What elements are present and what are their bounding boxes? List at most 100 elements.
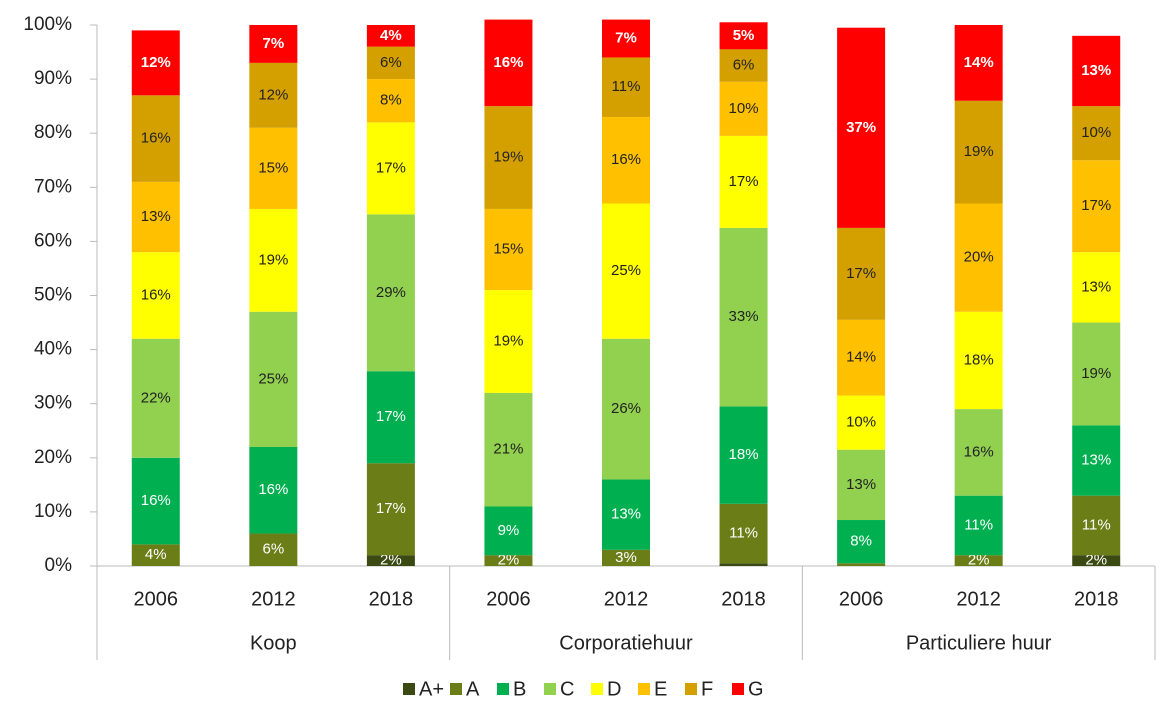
legend-label: D [607, 678, 621, 700]
bar-segment [602, 479, 650, 550]
legend-label: A+ [419, 678, 444, 700]
bar-segment [249, 25, 298, 63]
bar-segment [249, 446, 298, 534]
data-label: 14% [964, 54, 994, 71]
data-label: 16% [141, 492, 171, 509]
bar-segment [602, 116, 650, 204]
data-label: 12% [258, 86, 288, 103]
legend-swatch [544, 683, 556, 695]
bar-segment [719, 563, 768, 566]
bar-segment [131, 338, 180, 458]
bar-segment [954, 100, 1003, 204]
data-label: 10% [846, 414, 876, 431]
bar-segment [719, 406, 768, 504]
data-label: 16% [258, 481, 288, 498]
bar-segment [484, 106, 533, 209]
bar-segment [131, 544, 180, 566]
x-tick-label: 2006 [486, 588, 531, 610]
bar-segment [837, 520, 886, 564]
bar-segment [719, 49, 768, 82]
data-label: 14% [846, 349, 876, 366]
bar-segment [1072, 555, 1121, 566]
legend-swatch [638, 683, 650, 695]
data-label: 19% [1081, 365, 1111, 382]
legend-label: G [748, 678, 764, 700]
y-tick-label: 100% [23, 14, 72, 35]
data-label: 3% [615, 549, 637, 566]
bar-segment [954, 409, 1003, 496]
bar-segment [719, 22, 768, 50]
data-label: 11% [729, 525, 758, 542]
bar-segment [837, 319, 886, 396]
data-label: 16% [141, 286, 171, 303]
bar-segment [1072, 322, 1121, 426]
bar-segment [366, 555, 415, 566]
data-label: 22% [141, 389, 171, 406]
group-label: Koop [250, 632, 297, 654]
bar-segment [366, 214, 415, 372]
x-tick-label: 2012 [251, 588, 296, 610]
y-tick-label: 20% [34, 447, 72, 468]
group-label: Particuliere huur [906, 632, 1052, 654]
legend-label: E [654, 678, 667, 700]
data-label: 13% [1081, 451, 1111, 468]
bar-segment [837, 395, 886, 450]
bar-segment [484, 506, 533, 556]
data-label: 16% [141, 130, 171, 147]
bar-segment [1072, 35, 1121, 107]
data-label: 16% [611, 151, 641, 168]
bar-segment [366, 371, 415, 464]
bar-segment [1072, 495, 1121, 556]
bar-segment [249, 208, 298, 312]
bar-segment [954, 203, 1003, 312]
bar-segment [954, 495, 1003, 556]
bar-segment [249, 127, 298, 209]
data-label: 18% [729, 446, 759, 463]
data-label: 21% [493, 441, 523, 458]
data-label: 7% [615, 29, 637, 46]
data-label: 20% [964, 249, 994, 266]
data-label: 15% [493, 240, 523, 257]
bar-segment [1072, 252, 1121, 323]
data-label: 6% [380, 54, 402, 71]
y-tick-label: 40% [34, 339, 72, 360]
y-tick-label: 0% [45, 555, 73, 576]
bar-segment [954, 311, 1003, 410]
data-label: 19% [493, 149, 523, 166]
data-label: 16% [964, 443, 994, 460]
x-tick-label: 2006 [134, 588, 179, 610]
legend-swatch [403, 683, 415, 695]
bar-segment [1072, 106, 1121, 161]
data-label: 2% [498, 552, 520, 569]
data-label: 19% [258, 251, 288, 268]
legend-label: C [560, 678, 574, 700]
legend-swatch [450, 683, 462, 695]
data-label: 13% [1081, 278, 1111, 295]
data-label: 17% [729, 173, 759, 190]
legend-label: A [466, 678, 480, 700]
bar-segment [719, 503, 768, 564]
bar-segment [131, 457, 180, 545]
bar-segment [837, 449, 886, 521]
bar-segment [484, 290, 533, 393]
data-label: 13% [846, 476, 876, 493]
bar-segment [602, 203, 650, 339]
bar-segment [484, 208, 533, 291]
data-label: 17% [846, 265, 876, 282]
data-label: 17% [1081, 197, 1111, 214]
bar-segment [719, 227, 768, 407]
data-label: 25% [611, 262, 641, 279]
data-label: 8% [380, 92, 402, 109]
legend-swatch [591, 683, 603, 695]
y-tick-label: 90% [34, 68, 72, 89]
data-label: 7% [262, 35, 284, 52]
bar-segment [249, 311, 298, 447]
bar-segment [131, 30, 180, 96]
data-label: 6% [733, 57, 755, 74]
y-tick-label: 30% [34, 393, 72, 414]
data-label: 15% [258, 159, 288, 176]
data-label: 12% [141, 54, 171, 71]
bar-segment [602, 549, 650, 566]
y-tick-label: 70% [34, 176, 72, 197]
x-tick-label: 2018 [1074, 588, 1119, 610]
